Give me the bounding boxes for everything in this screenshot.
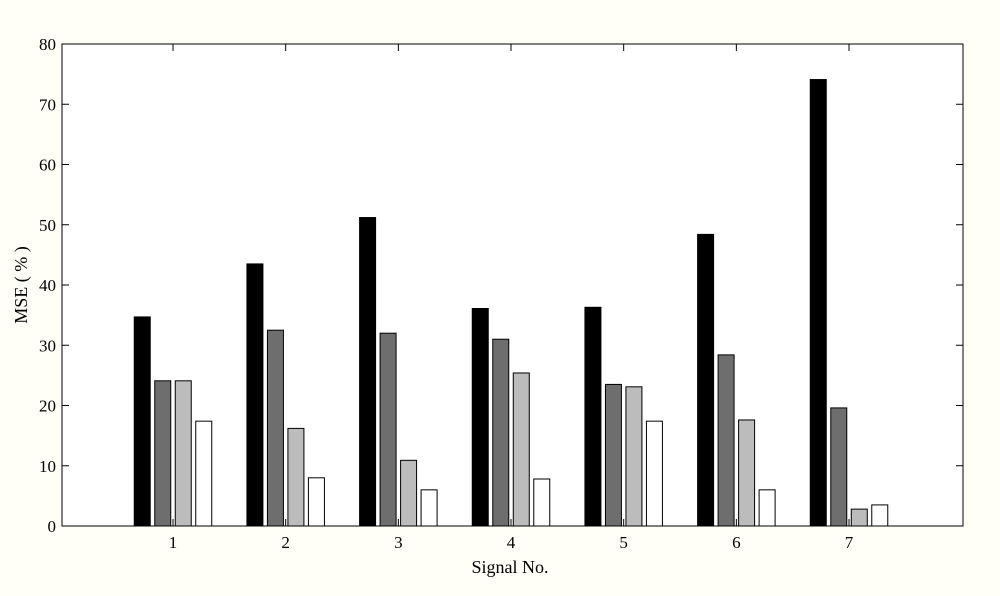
bar-series-2-signal-3 <box>379 332 397 527</box>
bars-group <box>133 79 889 527</box>
bar-series-4-signal-1 <box>195 420 213 527</box>
bar-series-3-signal-3 <box>400 459 418 527</box>
x-tick-label: 5 <box>619 533 628 552</box>
y-tick-label: 0 <box>48 517 57 536</box>
x-tick-label: 7 <box>845 533 854 552</box>
y-axis-label: MSE ( % ) <box>11 246 32 324</box>
bar-series-3-signal-1 <box>174 380 192 527</box>
y-axis-ticks: 0 10 20 30 40 50 60 70 80 <box>39 35 963 536</box>
bar-series-3-signal-5 <box>625 386 643 527</box>
bar-series-4-signal-3 <box>420 489 438 527</box>
bar-series-4-signal-6 <box>758 489 776 527</box>
x-axis-ticks: 1 2 3 4 5 6 7 <box>169 44 854 552</box>
bar-series-4-signal-2 <box>307 477 325 527</box>
bar-series-2-signal-5 <box>604 383 622 527</box>
x-tick-label: 6 <box>732 533 741 552</box>
bar-series-2-signal-7 <box>830 407 848 527</box>
bar-series-4-signal-7 <box>871 504 889 527</box>
y-tick-label: 40 <box>39 276 56 295</box>
bar-series-3-signal-6 <box>738 419 756 527</box>
y-tick-label: 20 <box>39 397 56 416</box>
bar-series-1-signal-6 <box>697 233 715 527</box>
bar-series-4-signal-4 <box>533 478 551 527</box>
bar-series-3-signal-7 <box>850 508 868 527</box>
bar-series-1-signal-3 <box>359 217 377 527</box>
x-tick-label: 4 <box>507 533 516 552</box>
y-tick-label: 30 <box>39 336 56 355</box>
bar-series-2-signal-6 <box>717 354 735 527</box>
x-axis-label: Signal No. <box>471 557 548 577</box>
bar-series-1-signal-4 <box>471 307 489 527</box>
bar-series-3-signal-4 <box>512 372 530 527</box>
y-tick-label: 10 <box>39 457 56 476</box>
y-tick-label: 60 <box>39 156 56 175</box>
bar-series-4-signal-5 <box>645 420 663 527</box>
bar-series-2-signal-2 <box>266 329 284 527</box>
bar-series-1-signal-7 <box>809 79 827 527</box>
bar-series-1-signal-1 <box>133 316 151 527</box>
bar-series-1-signal-5 <box>584 306 602 527</box>
y-tick-label: 80 <box>39 35 56 54</box>
bar-series-3-signal-2 <box>287 427 305 527</box>
x-tick-label: 2 <box>281 533 290 552</box>
y-tick-label: 50 <box>39 216 56 235</box>
bar-series-2-signal-4 <box>492 338 510 527</box>
bar-series-2-signal-1 <box>154 380 172 527</box>
x-tick-label: 3 <box>394 533 403 552</box>
x-tick-label: 1 <box>169 533 178 552</box>
bar-series-1-signal-2 <box>246 263 264 527</box>
y-tick-label: 70 <box>39 95 56 114</box>
